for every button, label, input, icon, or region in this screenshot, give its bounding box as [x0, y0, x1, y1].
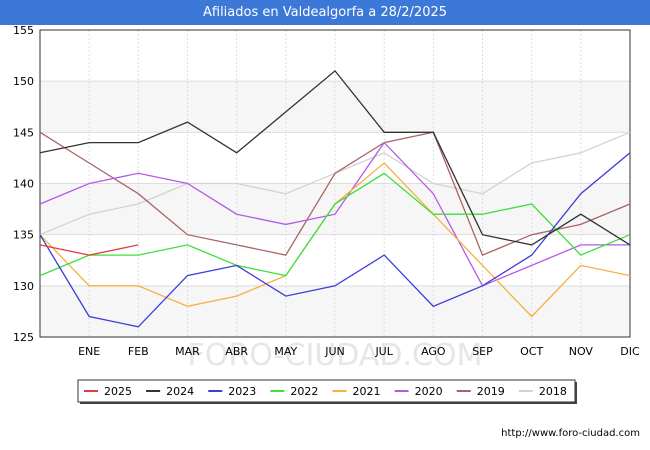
y-tick-label: 125	[13, 331, 34, 344]
x-tick-label: FEB	[128, 345, 149, 358]
series-line-2024	[39, 69, 631, 246]
series-line-2023	[39, 152, 631, 328]
series-line-2022	[39, 172, 631, 277]
series-line-2025	[39, 244, 139, 256]
x-tick-label: MAY	[274, 345, 297, 358]
legend-label-2023: 2023	[228, 385, 256, 398]
x-tick-label: JUL	[374, 345, 393, 358]
legend-label-2020: 2020	[415, 385, 443, 398]
y-tick-label: 135	[13, 229, 34, 242]
y-tick-label: 145	[13, 126, 34, 139]
legend-label-2019: 2019	[477, 385, 505, 398]
watermark: FORO-CIUDAD.COM	[188, 338, 483, 373]
y-tick-label: 130	[13, 280, 34, 293]
y-tick-label: 140	[13, 178, 34, 191]
x-tick-label: ENE	[78, 345, 100, 358]
x-tick-label: SEP	[472, 345, 493, 358]
series-line-2020	[39, 141, 630, 287]
plot-frame	[39, 29, 631, 338]
x-tick-label: NOV	[569, 345, 594, 358]
legend-box	[77, 379, 576, 403]
x-tick-label: AGO	[421, 345, 446, 358]
footer-url[interactable]: http://www.foro-ciudad.com	[501, 428, 640, 439]
series-line-2019	[39, 131, 631, 256]
legend-label-2022: 2022	[290, 385, 318, 398]
x-tick-label: DIC	[620, 345, 640, 358]
y-tick-label: 155	[13, 24, 34, 37]
legend-label-2018: 2018	[539, 385, 567, 398]
chart-title: Afiliados en Valdealgorfa a 28/2/2025	[0, 0, 650, 25]
x-tick-label: MAR	[175, 345, 200, 358]
legend-label-2024: 2024	[166, 385, 194, 398]
legend-label-2025: 2025	[104, 385, 132, 398]
y-tick-label: 150	[13, 75, 34, 88]
x-tick-label: ABR	[225, 345, 248, 358]
legend-label-2021: 2021	[353, 385, 381, 398]
x-tick-label: JUN	[324, 345, 345, 358]
x-tick-label: OCT	[520, 345, 543, 358]
